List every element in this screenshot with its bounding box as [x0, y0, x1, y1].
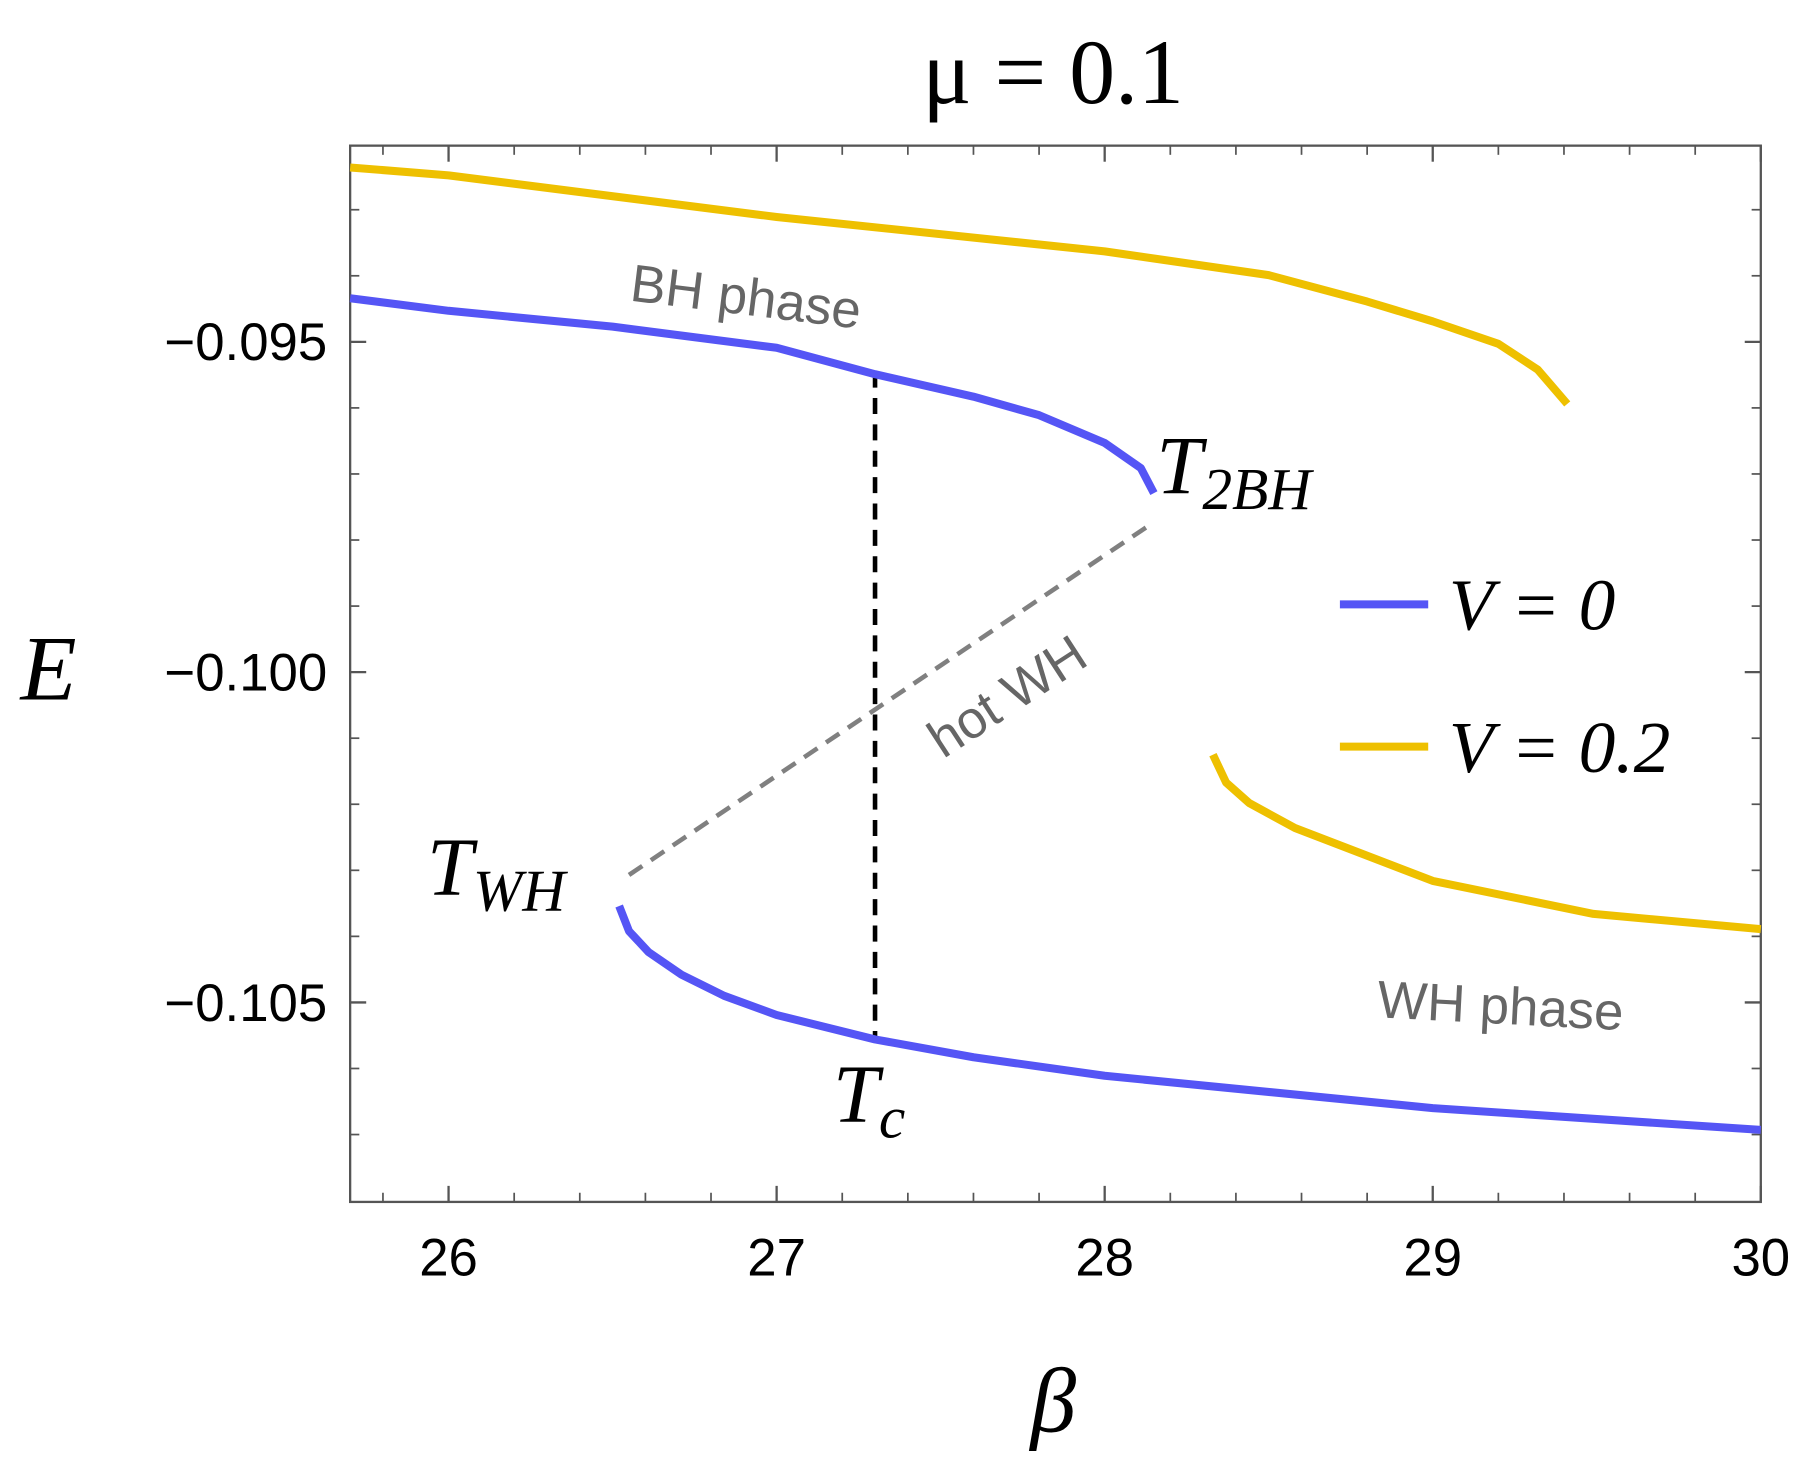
x-tick-label: 30 [1731, 1228, 1790, 1287]
y-tick-label: −0.105 [164, 974, 327, 1033]
annotation-subscript: WH [473, 858, 569, 924]
x-tick-label: 29 [1403, 1228, 1462, 1287]
annotation-subscript: c [879, 1085, 905, 1151]
annotation-text: BH phase [627, 254, 864, 341]
y-tick-label: −0.100 [164, 643, 327, 702]
chart-title: μ = 0.1 [922, 21, 1184, 123]
dashed-line [627, 520, 1156, 877]
x-axis-label: β [1028, 1349, 1076, 1451]
annotation-text: T [1156, 419, 1207, 511]
legend-label: V = 0 [1449, 565, 1615, 646]
legend-label: V = 0.2 [1449, 707, 1670, 788]
y-axis-label: E [18, 618, 76, 720]
annotation: WH phase [1376, 970, 1625, 1042]
annotation-text: WH phase [1376, 970, 1625, 1042]
series-line [349, 294, 1762, 1134]
annotation: BH phase [627, 254, 864, 341]
annotation: hot WH [917, 624, 1097, 769]
annotation: T2BH [1156, 419, 1314, 522]
annotation-text: T [427, 821, 478, 913]
annotation-text: hot WH [917, 624, 1097, 769]
plot-frame [348, 144, 1762, 1204]
annotation: Tc [833, 1048, 905, 1151]
annotation-text: T [833, 1048, 884, 1140]
x-tick-label: 28 [1075, 1228, 1134, 1287]
x-tick-label: 27 [747, 1228, 806, 1287]
series-line [349, 163, 1762, 934]
annotation: TWH [427, 821, 568, 924]
y-tick-label: −0.095 [164, 313, 327, 372]
annotation-subscript: 2BH [1202, 456, 1314, 522]
x-tick-label: 26 [419, 1228, 478, 1287]
